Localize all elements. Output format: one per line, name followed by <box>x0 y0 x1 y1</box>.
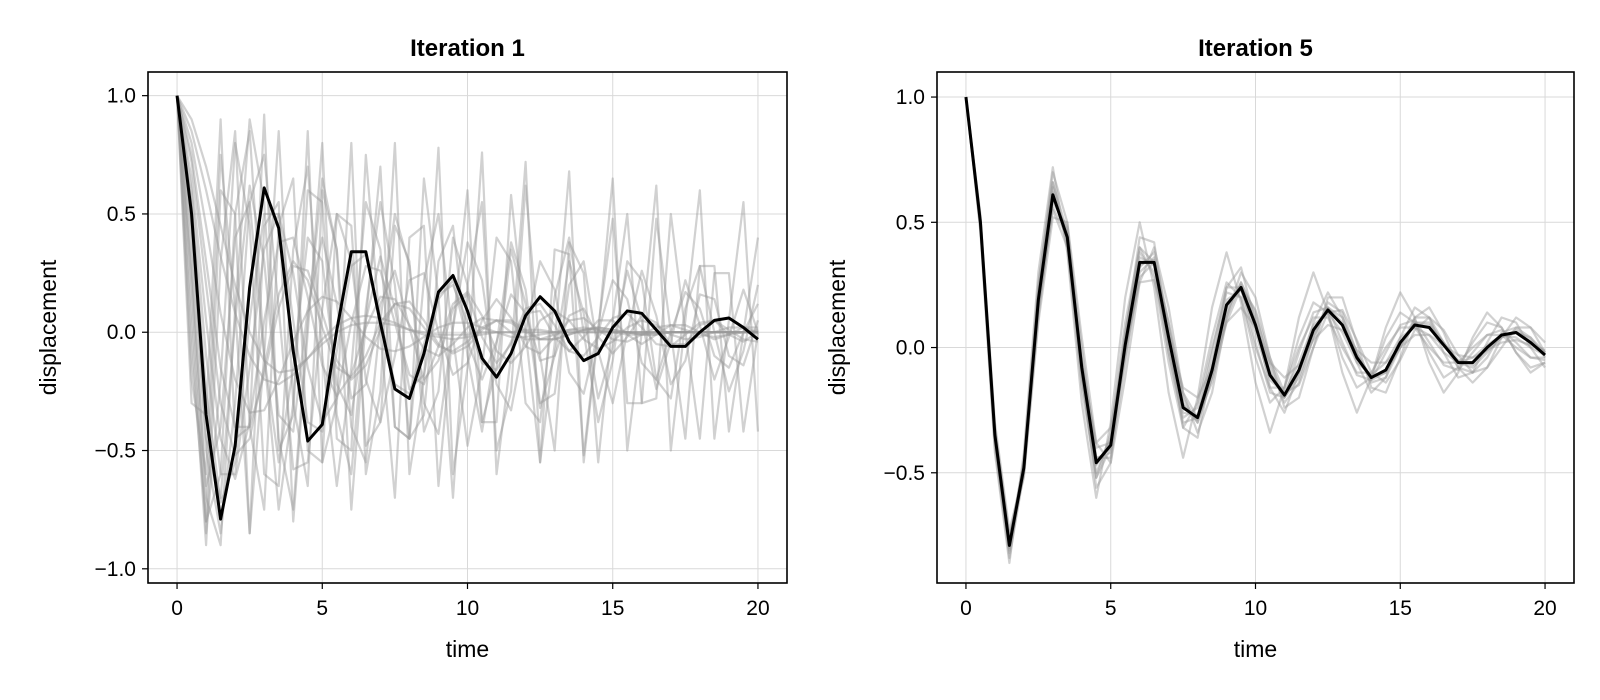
y-tick-label: 0.0 <box>896 337 925 360</box>
y-tick-label: −0.5 <box>95 440 136 463</box>
ensemble-line <box>175 95 760 476</box>
y-tick-label: −1.0 <box>95 558 136 581</box>
ensemble-line <box>175 95 758 414</box>
x-tick-label: 15 <box>1389 597 1412 620</box>
ensemble-line <box>175 95 759 535</box>
panel-iteration-1: 0 5 10 15 20 −1.0 −0.5 0.0 0.5 1.0 Iteration 1 time… <box>35 35 788 662</box>
ensemble-line <box>964 96 1546 555</box>
panel-iteration-5: 0 5 10 15 20 −0.5 0.0 0.5 1.0 Iteration 5 time disp… <box>824 35 1575 662</box>
x-tick-label: 20 <box>746 597 769 620</box>
x-axis-label: time <box>446 636 489 662</box>
reference-line <box>964 96 1547 547</box>
x-tick-label: 10 <box>456 597 479 620</box>
y-tick-label: 0.5 <box>896 211 925 234</box>
y-tick-label: 1.0 <box>107 85 136 108</box>
y-tick-label: −0.5 <box>884 462 925 485</box>
ensemble-line <box>175 95 759 523</box>
chart-title: Iteration 5 <box>1198 35 1313 62</box>
ensemble-line <box>175 95 759 488</box>
grid <box>148 72 787 583</box>
ensemble-lines <box>175 95 760 547</box>
ensemble-line <box>175 95 759 547</box>
x-tick-label: 5 <box>316 597 328 620</box>
grid <box>937 72 1574 583</box>
x-tick-label: 0 <box>171 597 183 620</box>
x-tick-label: 10 <box>1244 597 1267 620</box>
y-axis-label: displacement <box>824 259 850 395</box>
y-tick-label: 0.0 <box>107 321 136 344</box>
y-tick-label: 0.5 <box>107 203 136 226</box>
ensemble-line <box>175 95 759 476</box>
ensemble-line <box>175 95 759 547</box>
reference-line <box>175 95 759 521</box>
x-tick-label: 0 <box>960 597 972 620</box>
x-axis-label: time <box>1234 636 1277 662</box>
ensemble-line <box>175 95 758 481</box>
ensemble-line <box>175 95 758 499</box>
x-tick-label: 5 <box>1105 597 1117 620</box>
chart-title: Iteration 1 <box>410 35 525 62</box>
ensemble-line <box>176 95 758 386</box>
x-tick-label: 15 <box>601 597 624 620</box>
x-tick-label: 20 <box>1533 597 1556 620</box>
ensemble-line <box>175 95 760 535</box>
y-tick-label: 1.0 <box>896 86 925 109</box>
ensemble-line <box>176 95 758 374</box>
ensemble-line <box>175 95 760 535</box>
y-axis-label: displacement <box>35 259 61 395</box>
